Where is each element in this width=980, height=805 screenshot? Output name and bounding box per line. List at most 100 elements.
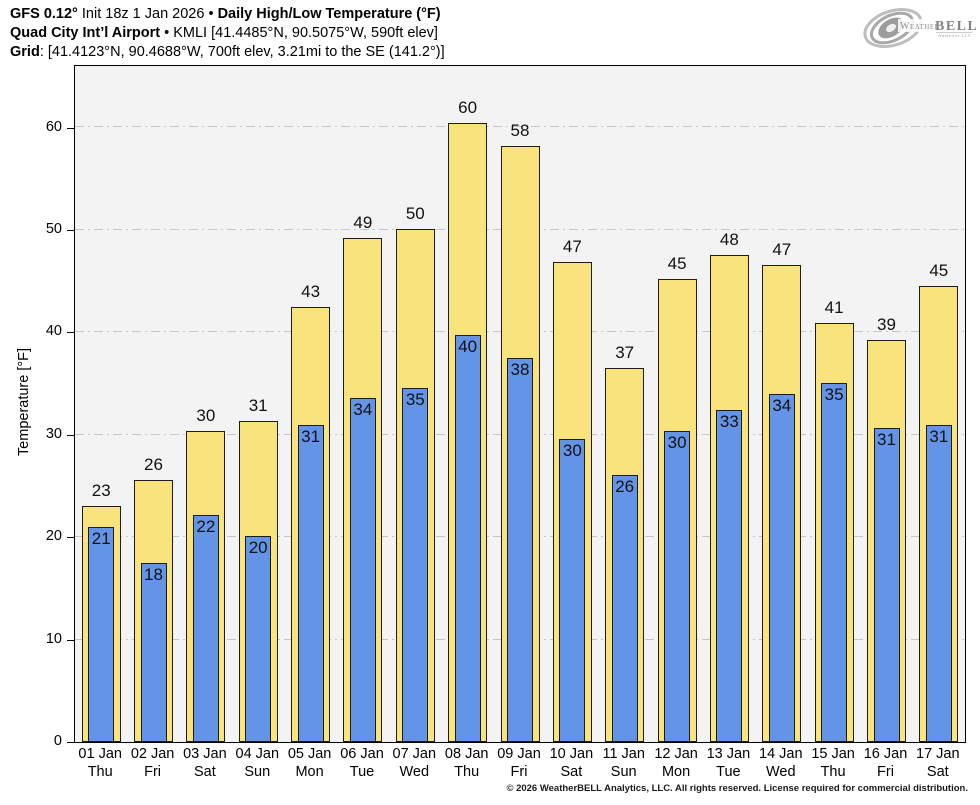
chart-title: Daily High/Low Temperature (°F) — [217, 6, 441, 22]
x-tick-label-date: 01 Jan — [78, 746, 122, 762]
x-tick-label: 16 Jan Fri — [859, 746, 911, 781]
logo-subtitle: Analytics LLC — [938, 33, 971, 38]
low-bar — [454, 335, 481, 742]
high-value-label: 47 — [562, 236, 582, 256]
high-value-label: 58 — [510, 120, 530, 140]
x-tick-label: 10 Jan Sat — [545, 746, 597, 781]
y-tick-label: 20 — [45, 528, 62, 545]
x-tick-label-date: 16 Jan — [863, 746, 908, 762]
x-tick-label-day: Sun — [610, 763, 637, 780]
low-value-label: 21 — [91, 528, 111, 548]
x-tick-label: 08 Jan Thu — [441, 746, 493, 781]
low-bar — [768, 393, 795, 742]
high-value-label: 48 — [719, 229, 739, 249]
y-tick-mark — [67, 742, 74, 743]
low-bar — [821, 382, 848, 742]
low-bar — [192, 514, 219, 742]
x-tick-label: 11 Jan Sun — [598, 746, 650, 781]
low-value-label: 31 — [929, 426, 949, 446]
x-tick-label-date: 04 Jan — [235, 746, 280, 762]
x-tick-label: 05 Jan Mon — [283, 746, 335, 781]
station-details: • KMLI [41.4485°N, 90.5075°W, 590ft elev… — [160, 25, 438, 41]
high-value-label: 43 — [301, 281, 321, 301]
gridline — [75, 126, 965, 128]
y-tick-label: 30 — [45, 425, 62, 442]
high-value-label: 37 — [615, 343, 635, 363]
x-tick-label-day: Tue — [716, 763, 741, 780]
x-tick-label-day: Wed — [399, 763, 430, 780]
y-tick-mark — [67, 127, 74, 129]
grid-label: Grid — [10, 44, 40, 60]
x-tick-label: 03 Jan Sat — [179, 746, 231, 781]
x-tick-label-date: 15 Jan — [811, 746, 855, 762]
low-bar — [402, 387, 429, 742]
high-value-label: 26 — [144, 454, 163, 474]
x-tick-label-date: 02 Jan — [130, 746, 175, 762]
low-value-label: 30 — [562, 440, 582, 460]
low-bar — [559, 438, 586, 742]
logo-text-backing — [898, 19, 974, 32]
x-tick-label-date: 09 Jan — [497, 746, 541, 762]
x-tick-label-date: 17 Jan — [916, 746, 960, 762]
y-tick-label: 0 — [53, 733, 62, 749]
x-tick-label-day: Fri — [144, 763, 162, 780]
x-tick-label-date: 10 Jan — [549, 746, 594, 762]
low-bar — [297, 424, 324, 742]
x-tick-label-date: 03 Jan — [183, 746, 227, 762]
x-tick-label-date: 08 Jan — [444, 746, 489, 762]
plot-area: 23 21 26 18 30 22 31 20 43 31 49 34 50 35 60 40 58 38 47 30… — [74, 65, 966, 743]
low-bar — [140, 562, 167, 742]
low-bar — [664, 430, 691, 742]
low-value-label: 38 — [510, 359, 530, 379]
y-tick-mark — [67, 332, 74, 334]
x-tick-label-day: Thu — [820, 763, 846, 780]
x-tick-label-day: Thu — [454, 763, 480, 780]
weatherbell-logo: Weather BELL Analytics LLC — [860, 2, 977, 54]
low-bar — [88, 526, 115, 742]
x-tick-label: 15 Jan Thu — [807, 746, 859, 781]
x-tick-label: 04 Jan Sun — [231, 746, 283, 781]
y-tick-label: 40 — [45, 323, 62, 340]
high-value-label: 45 — [929, 261, 949, 281]
x-tick-label: 06 Jan Tue — [336, 746, 388, 781]
low-bar — [507, 357, 533, 742]
x-tick-label-day: Sat — [194, 763, 216, 780]
low-bar — [245, 536, 272, 742]
x-tick-label: 02 Jan Fri — [126, 746, 178, 781]
model-init-label: GFS 0.12° — [10, 6, 78, 22]
high-value-label: 30 — [196, 405, 216, 425]
x-tick-label: 09 Jan Fri — [493, 746, 545, 781]
y-tick-mark — [67, 639, 74, 641]
header-station-line: Quad City Int’l Airport • KMLI [41.4485°… — [10, 24, 445, 43]
low-value-label: 31 — [877, 429, 896, 449]
low-value-label: 22 — [196, 516, 216, 536]
high-value-label: 31 — [248, 396, 268, 416]
low-value-label: 34 — [353, 399, 373, 419]
x-tick-label: 07 Jan Wed — [388, 746, 440, 781]
high-value-label: 41 — [824, 298, 844, 318]
x-tick-label-day: Fri — [510, 763, 528, 780]
low-bar — [716, 410, 743, 742]
x-tick-label: 12 Jan Mon — [650, 746, 702, 781]
grid-details: : [41.4123°N, 90.4688°W, 700ft elev, 3.2… — [39, 44, 445, 60]
low-value-label: 40 — [458, 337, 478, 357]
high-value-label: 45 — [667, 254, 687, 273]
low-value-label: 26 — [615, 476, 635, 496]
low-value-label: 34 — [772, 395, 792, 415]
low-value-label: 35 — [405, 389, 425, 409]
x-tick-label-date: 05 Jan — [287, 746, 332, 762]
low-value-label: 30 — [667, 432, 687, 452]
init-time-label: Init 18z 1 Jan 2026 • — [77, 6, 218, 22]
header-title-line: GFS 0.12° Init 18z 1 Jan 2026 • Daily Hi… — [10, 5, 445, 24]
x-tick-label-day: Mon — [661, 763, 691, 780]
x-tick-label-day: Sat — [926, 763, 949, 780]
x-tick-label-day: Mon — [295, 763, 324, 780]
x-tick-label-day: Sun — [244, 763, 271, 780]
x-tick-label-day: Wed — [766, 763, 796, 780]
x-tick-label-date: 12 Jan — [654, 746, 698, 762]
high-value-label: 50 — [405, 203, 425, 223]
x-tick-label-day: Tue — [349, 763, 375, 780]
y-tick-label: 50 — [45, 220, 62, 237]
y-tick-mark — [67, 229, 74, 231]
